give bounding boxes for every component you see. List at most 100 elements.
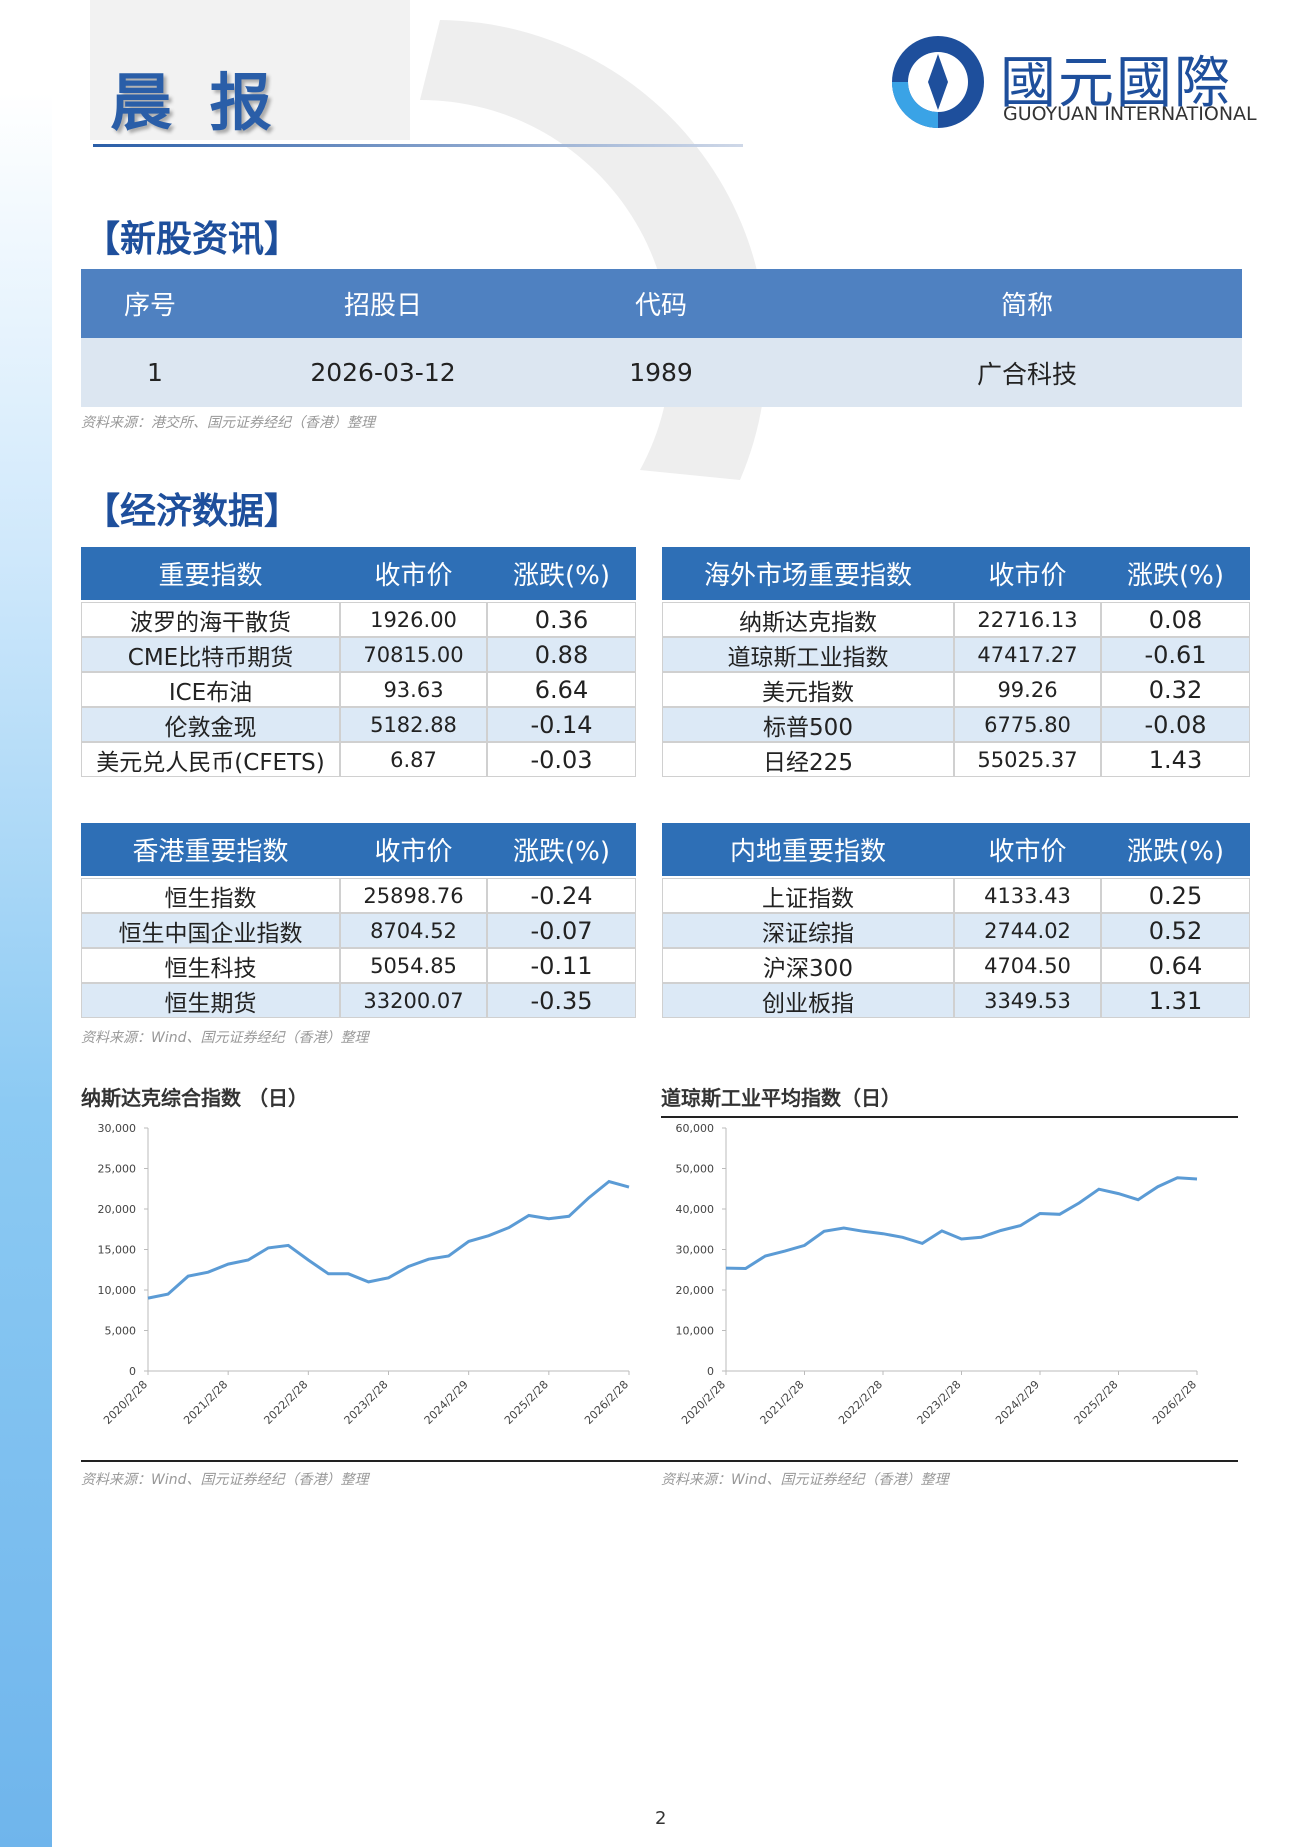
econ-cell: 5182.88 [340, 707, 487, 742]
ipo-header-cell: 招股日 [256, 269, 510, 338]
econ-cell: 上证指数 [662, 878, 954, 913]
title-rule [93, 144, 743, 147]
y-tick-label: 10,000 [676, 1325, 715, 1338]
y-tick-label: 60,000 [676, 1122, 715, 1135]
econ-cell: 22716.13 [954, 602, 1101, 637]
chart-title: 道琼斯工业平均指数（日） [661, 1086, 901, 1110]
econ-cell: 1926.00 [340, 602, 487, 637]
ipo-header-cell: 简称 [812, 269, 1242, 338]
side-strip [0, 0, 52, 1847]
econ-cell: CME比特币期货 [81, 637, 340, 672]
econ-cell: 4704.50 [954, 948, 1101, 983]
x-tick-label: 2026/2/28 [1150, 1378, 1199, 1427]
ipo-header-cell: 序号 [81, 269, 256, 338]
econ-heading: 【经济数据】 [84, 491, 301, 532]
x-tick-label: 2023/2/28 [915, 1378, 964, 1427]
econ-cell: 1.43 [1101, 742, 1250, 777]
econ-cell: -0.61 [1101, 637, 1250, 672]
econ-cell: -0.35 [487, 983, 636, 1018]
econ-cell: 5054.85 [340, 948, 487, 983]
y-tick-label: 20,000 [676, 1284, 715, 1297]
econ-header-cell: 收市价 [954, 547, 1101, 600]
econ-cell: 3349.53 [954, 983, 1101, 1018]
econ-cell: 恒生中国企业指数 [81, 913, 340, 948]
x-tick-label: 2023/2/28 [342, 1378, 391, 1427]
econ-cell: 0.88 [487, 637, 636, 672]
econ-cell: -0.14 [487, 707, 636, 742]
y-tick-label: 40,000 [676, 1203, 715, 1216]
line-chart: 0 10,000 20,000 30,000 40,000 50,000 60,000 202… [676, 1122, 1200, 1427]
econ-cell: 93.63 [340, 672, 487, 707]
ipo-header-cell: 代码 [510, 269, 812, 338]
econ-cell: 0.36 [487, 602, 636, 637]
econ-header-cell: 收市价 [340, 823, 487, 876]
ipo-source: 资料来源：港交所、国元证券经纪（香港）整理 [81, 415, 375, 431]
page-number: 2 [655, 1808, 667, 1829]
econ-cell: 标普500 [662, 707, 954, 742]
logo-icon [892, 36, 984, 128]
econ-cell: 沪深300 [662, 948, 954, 983]
chart-bottom-rule [81, 1460, 1238, 1462]
econ-header-cell: 收市价 [340, 547, 487, 600]
chart-top-rule [661, 1116, 1238, 1118]
x-tick-label: 2022/2/28 [836, 1378, 885, 1427]
title: 晨 报 [110, 66, 280, 139]
x-tick-label: 2021/2/28 [181, 1378, 230, 1427]
econ-cell: 8704.52 [340, 913, 487, 948]
econ-cell: -0.07 [487, 913, 636, 948]
econ-header-cell: 内地重要指数 [662, 823, 954, 876]
econ-cell: 美元兑人民币(CFETS) [81, 742, 340, 777]
econ-cell: 25898.76 [340, 878, 487, 913]
x-tick-label: 2020/2/28 [679, 1378, 728, 1427]
x-tick-label: 2022/2/28 [261, 1378, 310, 1427]
econ-cell: 纳斯达克指数 [662, 602, 954, 637]
econ-cell: 0.25 [1101, 878, 1250, 913]
x-tick-label: 2021/2/28 [758, 1378, 807, 1427]
y-tick-label: 5,000 [105, 1325, 137, 1338]
econ-cell: 波罗的海干散货 [81, 602, 340, 637]
econ-cell: 深证综指 [662, 913, 954, 948]
econ-cell: 创业板指 [662, 983, 954, 1018]
y-tick-label: 0 [707, 1365, 714, 1378]
econ-cell: 1.31 [1101, 983, 1250, 1018]
econ-header-cell: 涨跌(%) [1101, 823, 1250, 876]
econ-header-cell: 涨跌(%) [487, 823, 636, 876]
econ-header-cell: 香港重要指数 [81, 823, 340, 876]
y-tick-label: 0 [129, 1365, 136, 1378]
econ-cell: 0.52 [1101, 913, 1250, 948]
x-tick-label: 2020/2/28 [101, 1378, 150, 1427]
chart-source: 资料来源：Wind、国元证券经纪（香港）整理 [661, 1472, 949, 1488]
y-tick-label: 10,000 [98, 1284, 137, 1297]
ipo-cell: 1989 [510, 338, 812, 407]
econ-cell: 4133.43 [954, 878, 1101, 913]
ipo-cell: 2026-03-12 [256, 338, 510, 407]
econ-header-cell: 重要指数 [81, 547, 340, 600]
econ-cell: 33200.07 [340, 983, 487, 1018]
econ-cell: 55025.37 [954, 742, 1101, 777]
econ-cell: 0.08 [1101, 602, 1250, 637]
econ-cell: 0.64 [1101, 948, 1250, 983]
econ-cell: 99.26 [954, 672, 1101, 707]
econ-cell: ICE布油 [81, 672, 340, 707]
econ-cell: 6.87 [340, 742, 487, 777]
ipo-cell: 广合科技 [812, 338, 1242, 407]
econ-header-cell: 涨跌(%) [1101, 547, 1250, 600]
econ-header-cell: 收市价 [954, 823, 1101, 876]
y-tick-label: 30,000 [98, 1122, 137, 1135]
logo-cn: 國元國際 [1000, 51, 1232, 116]
econ-cell: -0.03 [487, 742, 636, 777]
econ-cell: 美元指数 [662, 672, 954, 707]
econ-cell: 道琼斯工业指数 [662, 637, 954, 672]
x-tick-label: 2024/2/29 [993, 1378, 1042, 1427]
x-tick-label: 2026/2/28 [582, 1378, 631, 1427]
chart-source: 资料来源：Wind、国元证券经纪（香港）整理 [81, 1472, 369, 1488]
y-tick-label: 20,000 [98, 1203, 137, 1216]
econ-cell: 恒生指数 [81, 878, 340, 913]
econ-cell: 70815.00 [340, 637, 487, 672]
ipo-cell: 1 [81, 338, 256, 407]
econ-header-cell: 涨跌(%) [487, 547, 636, 600]
line-chart: 0 5,000 10,000 15,000 20,000 25,000 30,000 2020… [98, 1122, 632, 1427]
data-line [725, 1176, 1198, 1271]
y-tick-label: 25,000 [98, 1163, 137, 1176]
